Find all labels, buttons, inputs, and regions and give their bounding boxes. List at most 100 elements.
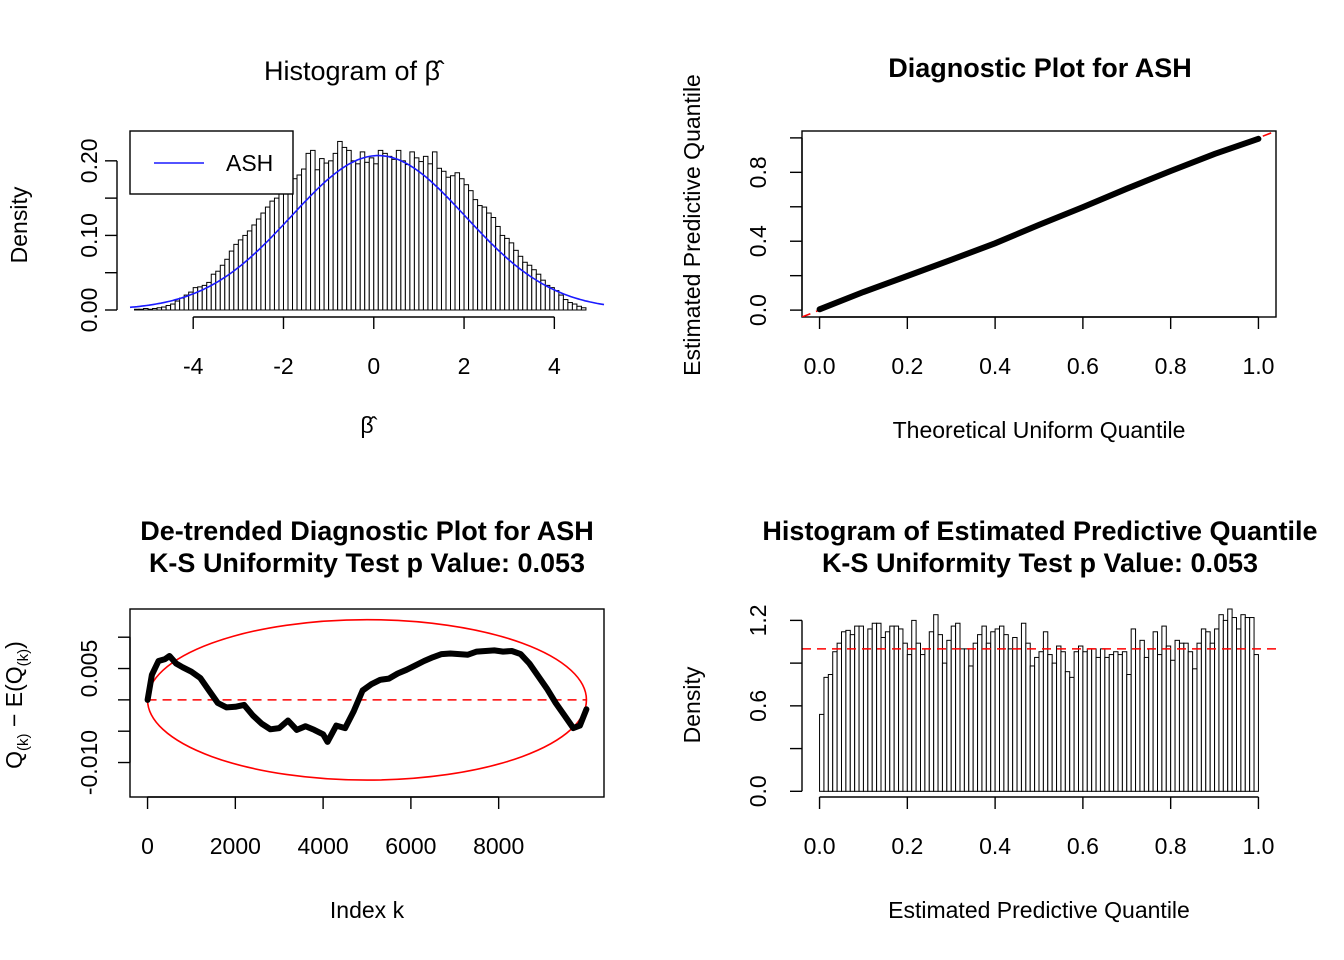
histogram-bar [920,654,926,792]
histogram-bar [296,174,303,311]
histogram-bar [1244,617,1251,792]
histogram-bar [827,674,834,792]
histogram-bar [1148,648,1154,792]
p1-x-tick-label: -2 [273,353,293,379]
panel-diagnostic-plot: Diagnostic Plot for ASH 0.0 0.2 0.4 0.6 0.8 1… [679,53,1277,443]
p2-x-tick-label: 0.4 [979,353,1011,379]
histogram-bar [862,648,869,792]
histogram-bar [1082,651,1088,792]
histogram-bar [854,625,860,792]
p2-x-tick-label: 0.2 [891,353,923,379]
p2-x-tick-label: 0.6 [1067,353,1099,379]
histogram-bar [215,270,221,311]
p1-x-tick-label: 4 [548,353,561,379]
histogram-bar [472,199,479,311]
histogram-bar [858,625,864,792]
histogram-bar [832,651,838,792]
panel3-title-line2: K-S Uniformity Test p Value: 0.053 [149,548,585,578]
histogram-bar [845,629,851,792]
histogram-bar [1161,625,1167,792]
y-axis-label: Density [679,666,705,743]
histogram-bar [517,255,524,311]
histogram-bar [179,297,185,311]
panel4-title-line1: Histogram of Estimated Predictive Quanti… [762,516,1317,546]
histogram-bar [1214,628,1220,792]
histogram-bar [1025,642,1031,792]
histogram-bar [481,206,488,311]
histogram-bar [849,634,856,792]
panel-detrended-plot: De-trended Diagnostic Plot for ASH K-S U… [1,516,605,923]
p4-x-tick-label: 0.2 [891,833,923,859]
histogram-bar [1038,651,1044,792]
detrended-series [144,647,590,745]
histogram-bar [323,162,330,311]
histogram-bar [1034,656,1040,792]
histogram-bar [337,140,343,311]
histogram-bar [269,200,275,311]
histogram-bar [513,249,519,311]
y-axis-label: Q(k) − E(Q(k)) [1,641,32,769]
axes: 0 2000 4000 6000 8000 -0.010 0.005 [76,636,524,859]
histogram-bar [427,163,433,311]
histogram-bar [359,151,366,311]
histogram-bar [535,273,542,311]
histogram-bar [499,234,506,311]
histogram-bar [1007,648,1014,792]
histogram-bar [1047,654,1053,792]
histogram-bar [836,642,842,792]
x-axis-label: β̂ [360,412,377,438]
histogram-bar [522,261,528,311]
histogram-bar [1249,617,1255,792]
p1-y-tick-label: 0.00 [76,288,102,333]
p2-x-tick-label: 0.0 [804,353,836,379]
histogram-bar [1205,631,1211,792]
histogram-bar [924,648,930,792]
histogram-bar [1042,631,1049,792]
plot-frame [129,608,605,798]
p1-y-tick-label: 0.20 [76,138,102,183]
histogram-bar [287,182,294,311]
histogram-bar [1231,617,1237,792]
histogram-bar [486,212,492,311]
p4-y-tick-label: 0.6 [745,690,771,722]
histogram-bar [1126,674,1132,792]
histogram-bar [558,294,564,311]
histogram-bar [1051,662,1058,792]
histogram-bar [364,161,370,311]
histogram-bar [819,713,825,792]
panel1-title: Histogram of β̂ [264,56,445,86]
p3-x-tick-label: 0 [141,833,154,859]
panel-histogram-quantile: Histogram of Estimated Predictive Quanti… [679,516,1318,923]
histogram-bar [1020,622,1027,792]
histogram-bar [350,160,357,311]
histogram-bar [224,258,230,311]
histogram-bar [1091,648,1097,792]
histogram-bar [273,197,280,311]
histogram-bar [950,625,957,792]
histogram-bar [972,642,979,792]
histogram-bar [400,160,406,311]
histogram-bar [310,149,316,311]
histogram-bar [893,625,900,792]
histogram-bar [1121,651,1128,792]
histogram-bar [928,631,935,792]
histogram-bar [468,190,474,311]
histogram-bar [946,639,952,792]
histogram-bar [1170,659,1176,792]
histogram-bar [1064,671,1071,792]
p3-x-tick-label: 2000 [210,833,261,859]
histogram-bar [422,155,429,311]
histogram-bar [165,305,172,311]
histogram-bar [1104,656,1110,792]
histogram-bar [1227,608,1233,792]
histogram-bar [985,642,992,792]
histogram-bar [1192,668,1198,792]
p4-x-tick-label: 0.6 [1067,833,1099,859]
histogram-bar [305,152,312,311]
histogram-bar [933,614,939,792]
histogram-bar [1200,628,1207,792]
histogram-bar [431,151,438,311]
histogram-bar [884,631,891,792]
histogram-bar [251,224,257,311]
histogram-bar [459,178,465,311]
